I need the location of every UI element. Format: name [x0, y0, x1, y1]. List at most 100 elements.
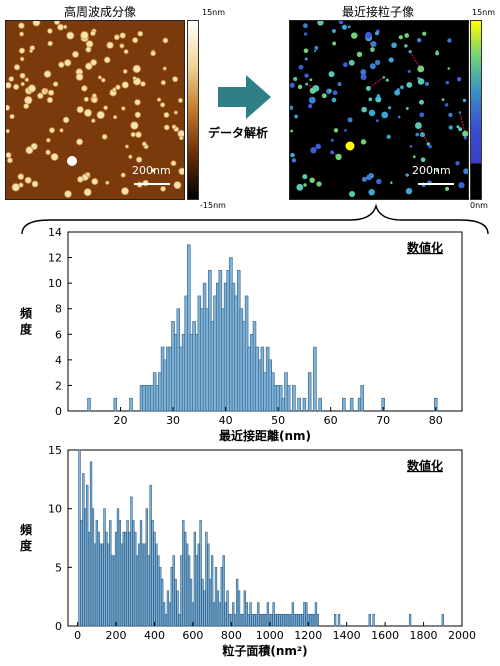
particle	[365, 85, 371, 91]
particle	[303, 183, 307, 187]
particle	[161, 80, 166, 85]
particle	[337, 82, 342, 87]
particle	[9, 76, 14, 81]
particle	[368, 109, 376, 117]
particle	[445, 186, 450, 191]
y-axis-label-line1: 頻	[20, 522, 32, 537]
histogram-bar	[360, 385, 364, 412]
histogram-bar	[312, 613, 316, 627]
x-tick-label: 1600	[371, 629, 399, 642]
particle	[329, 89, 332, 92]
histogram-bar	[116, 508, 120, 627]
particle	[360, 69, 367, 76]
particle	[58, 62, 64, 68]
histogram-bar	[287, 613, 291, 627]
particle	[382, 76, 386, 79]
particle	[6, 82, 11, 88]
histogram-bar	[99, 543, 102, 627]
particle	[313, 49, 317, 53]
particle	[370, 172, 374, 176]
x-tick-label: 0	[74, 629, 81, 642]
y-tick-label: 5	[55, 561, 62, 574]
histogram-bar	[280, 613, 283, 627]
particle	[135, 112, 141, 118]
particle	[462, 98, 467, 103]
histogram-bar	[270, 613, 273, 627]
histogram-bar	[293, 613, 296, 627]
histogram-bar	[237, 590, 241, 627]
histogram-bar	[147, 555, 150, 627]
particle	[291, 158, 297, 163]
x-axis-label: 粒子面積(nm²)	[222, 643, 307, 658]
particle	[366, 174, 373, 181]
particle	[131, 132, 136, 137]
right-colorbar-min: 0nm	[470, 201, 488, 210]
particle	[32, 181, 38, 187]
particle	[54, 21, 60, 25]
histogram-bar	[172, 555, 175, 627]
histogram-bar	[441, 613, 444, 627]
histogram-bar	[166, 590, 170, 627]
particle	[53, 82, 58, 87]
particle	[121, 187, 129, 195]
particle	[90, 59, 97, 66]
particle	[302, 23, 308, 29]
particle	[448, 125, 453, 130]
particle	[369, 63, 376, 70]
histogram-bar	[193, 531, 197, 627]
histogram-bar	[309, 613, 312, 627]
particle	[45, 89, 48, 92]
histogram-bar	[107, 543, 110, 627]
particle	[106, 181, 109, 185]
particle	[331, 97, 337, 103]
particle	[342, 62, 348, 68]
particle	[44, 71, 51, 78]
x-tick-label: 400	[144, 629, 165, 642]
particle	[128, 155, 132, 159]
histogram-bar	[210, 555, 214, 627]
histogram-bar	[124, 531, 127, 627]
histogram-bar	[187, 555, 191, 627]
histogram-bar	[139, 520, 143, 627]
particle	[112, 88, 116, 92]
particle	[163, 67, 166, 70]
particle	[157, 98, 161, 102]
histogram-bar	[316, 613, 320, 627]
x-tick-label: 80	[429, 414, 443, 427]
particle	[132, 37, 138, 43]
x-tick-label: 40	[219, 414, 233, 427]
histogram-bar	[130, 496, 133, 627]
particle	[405, 173, 409, 177]
particle	[31, 143, 37, 150]
histogram-bar	[118, 520, 122, 627]
histogram-bar	[145, 508, 148, 627]
histogram-bar	[278, 613, 281, 627]
histogram-bar	[84, 508, 87, 627]
particle	[28, 85, 36, 92]
particle	[333, 128, 339, 133]
histogram-bar	[297, 613, 300, 627]
particle	[49, 128, 55, 133]
particle	[390, 181, 393, 185]
particle	[124, 50, 128, 54]
particle	[92, 97, 97, 103]
particle	[178, 98, 183, 103]
particle	[151, 168, 155, 172]
particle	[370, 40, 377, 48]
particle	[345, 141, 355, 151]
particle	[84, 109, 92, 117]
particle	[428, 144, 432, 149]
particle	[404, 44, 408, 48]
particle	[135, 99, 140, 105]
y-tick-label: 15	[48, 444, 62, 457]
particle	[12, 183, 20, 191]
histogram-bar	[93, 543, 97, 627]
particle	[19, 48, 25, 54]
particle	[64, 59, 71, 66]
particle	[394, 89, 401, 96]
histogram-bar	[132, 520, 135, 627]
particle	[297, 84, 303, 90]
particle	[25, 177, 31, 183]
particle	[360, 139, 367, 145]
y-axis-label-line2: 度	[20, 538, 33, 553]
